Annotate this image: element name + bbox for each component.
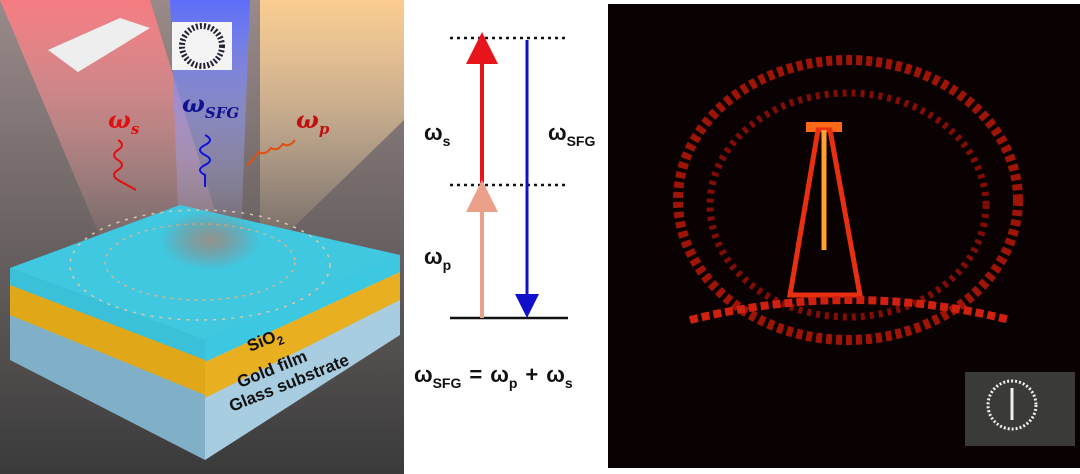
transition-label: ωSFG bbox=[548, 120, 595, 149]
wave bbox=[246, 139, 296, 167]
subscript: s bbox=[565, 375, 573, 391]
symbol: ω bbox=[424, 120, 443, 145]
symbol: ω bbox=[490, 362, 509, 387]
subscript: SFG bbox=[205, 104, 239, 122]
symbol: ω bbox=[546, 362, 565, 387]
subscript: s bbox=[131, 120, 140, 138]
lattice bbox=[69, 209, 331, 321]
subscript: p bbox=[319, 120, 330, 138]
subscript: 2 bbox=[275, 333, 287, 349]
beam bbox=[0, 0, 230, 260]
slab-side bbox=[10, 285, 205, 395]
transition-label: ωs bbox=[424, 120, 451, 149]
sfg-image bbox=[608, 4, 1080, 468]
slab-side bbox=[10, 268, 205, 360]
subscript: s bbox=[443, 133, 451, 149]
lattice bbox=[104, 223, 296, 301]
glow bbox=[160, 210, 260, 270]
beam bbox=[260, 0, 404, 260]
slab-top bbox=[10, 205, 400, 340]
symbol: ω bbox=[182, 89, 205, 118]
inset bbox=[965, 372, 1075, 446]
inset-emblem bbox=[986, 379, 1038, 431]
beam-label: ωp bbox=[296, 105, 330, 138]
symbol: ω bbox=[424, 244, 443, 269]
target-pattern bbox=[48, 18, 150, 72]
illustration: ωs ωSFG ωp SiO2 Gold film Glass substrat… bbox=[0, 0, 404, 474]
operator: = bbox=[469, 362, 482, 387]
emblem-ribbon bbox=[689, 296, 1011, 324]
operator: + bbox=[525, 362, 538, 387]
wave bbox=[113, 139, 137, 191]
symbol: ω bbox=[108, 105, 131, 134]
subscript: p bbox=[509, 375, 518, 391]
transition-label: ωp bbox=[424, 244, 451, 273]
slab-side bbox=[205, 272, 400, 398]
energy-diagram: ωs ωSFG ωp ωSFG = ωp + ωs bbox=[414, 32, 595, 391]
target-pattern bbox=[179, 23, 225, 69]
subscript: SFG bbox=[567, 133, 596, 149]
symbol: ω bbox=[548, 120, 567, 145]
wave bbox=[199, 134, 211, 187]
emblem-tower bbox=[806, 122, 842, 132]
subscript: SFG bbox=[433, 375, 462, 391]
symbol: ω bbox=[414, 362, 433, 387]
subscript: p bbox=[443, 257, 452, 273]
beam-label: ωs bbox=[108, 105, 140, 138]
beam-label: ωSFG bbox=[182, 89, 239, 122]
emblem-ring bbox=[706, 89, 990, 321]
emblem-ring bbox=[673, 55, 1023, 345]
equation: ωSFG = ωp + ωs bbox=[414, 362, 573, 391]
slab-side bbox=[205, 255, 400, 362]
symbol: ω bbox=[296, 105, 319, 134]
